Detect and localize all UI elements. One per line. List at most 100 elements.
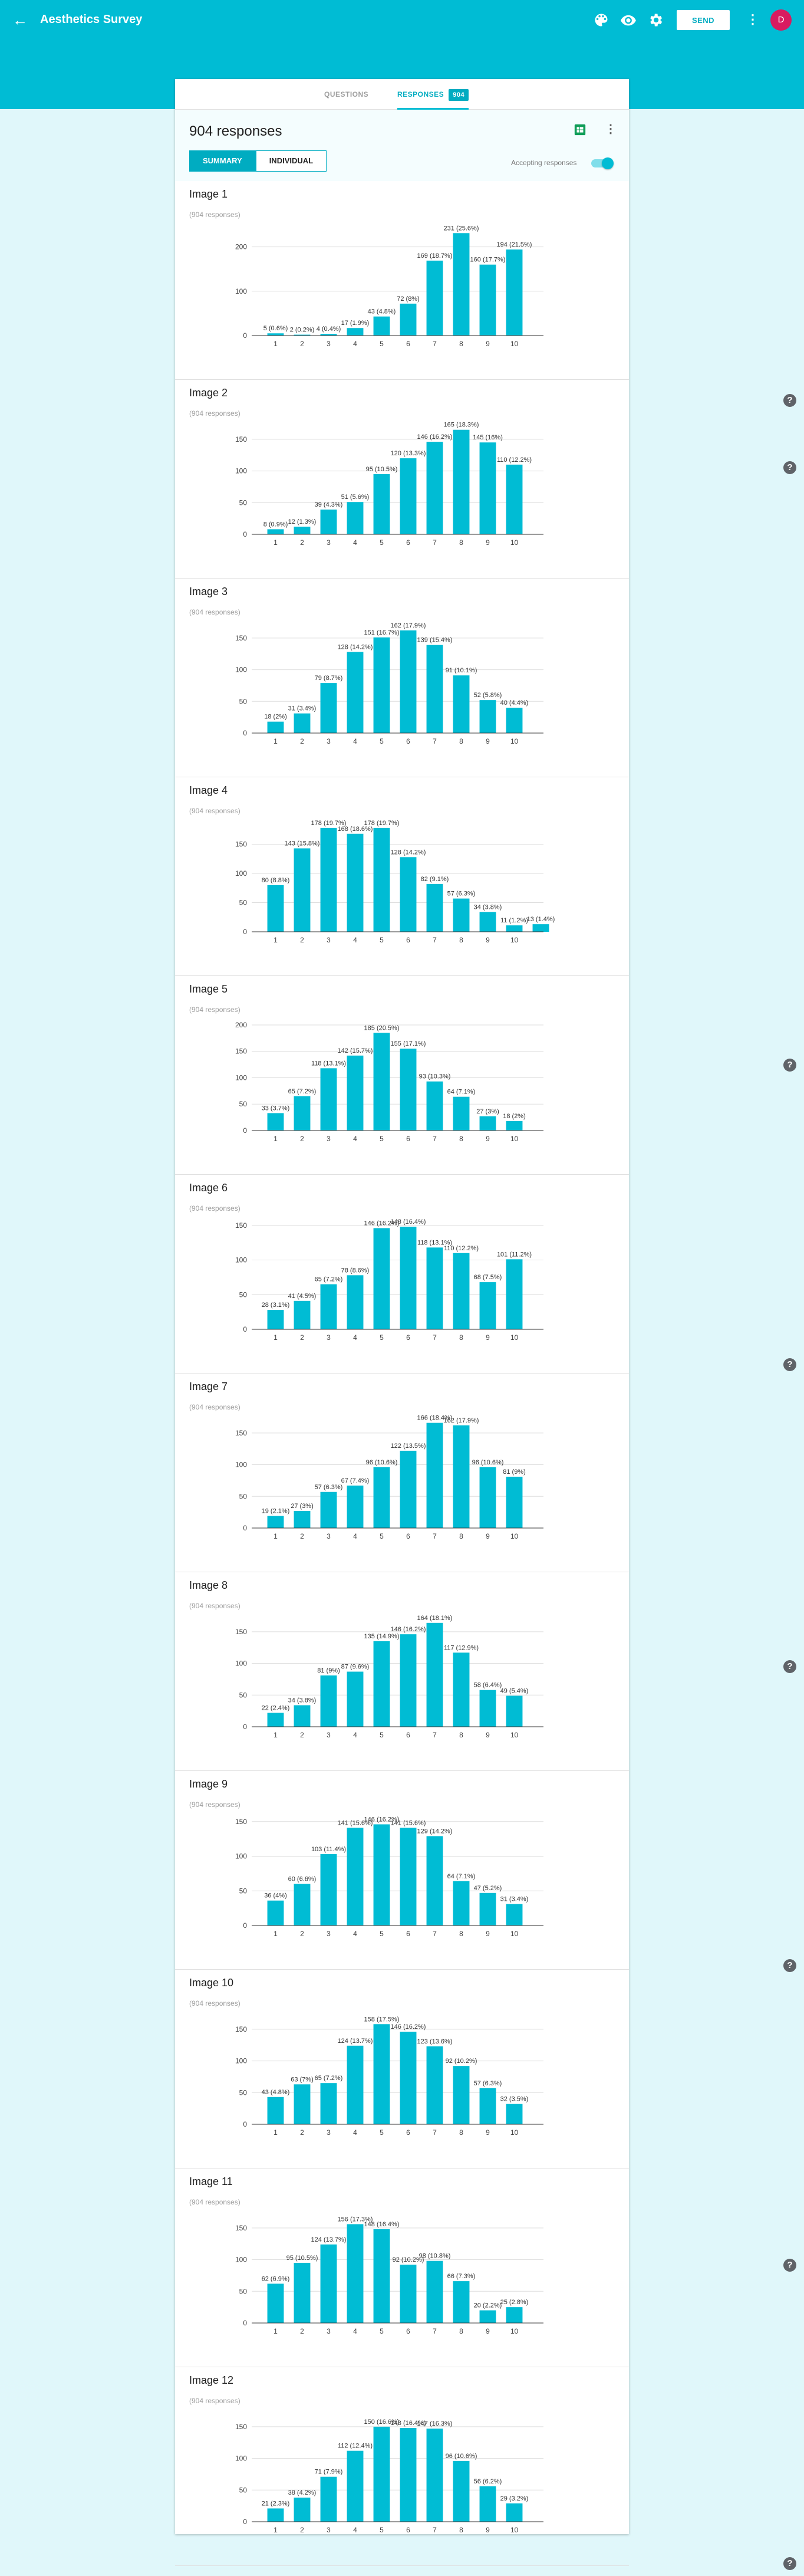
avatar[interactable]: D	[770, 9, 792, 31]
bar[interactable]	[347, 833, 364, 932]
bar[interactable]	[294, 2498, 311, 2522]
bar[interactable]	[373, 1228, 390, 1329]
responses-more-icon[interactable]: ⋮	[605, 123, 617, 136]
bar[interactable]	[426, 442, 443, 534]
bar[interactable]	[347, 328, 364, 336]
bar[interactable]	[320, 2244, 337, 2323]
bar[interactable]	[506, 1476, 523, 1528]
tab-questions[interactable]: QUESTIONS	[324, 90, 369, 98]
help-icon[interactable]: ?	[783, 461, 796, 474]
bar[interactable]	[294, 1705, 311, 1727]
bar[interactable]	[294, 848, 311, 932]
bar[interactable]	[426, 2429, 443, 2522]
gear-icon[interactable]	[647, 12, 664, 28]
bar[interactable]	[400, 630, 417, 733]
bar[interactable]	[373, 1033, 390, 1131]
bar[interactable]	[400, 1450, 417, 1528]
bar[interactable]	[400, 458, 417, 534]
summary-button[interactable]: SUMMARY	[189, 150, 256, 172]
bar[interactable]	[479, 1116, 496, 1131]
bar[interactable]	[506, 464, 523, 534]
bar[interactable]	[347, 1055, 364, 1131]
bar[interactable]	[506, 1904, 523, 1926]
bar[interactable]	[294, 1884, 311, 1926]
bar[interactable]	[267, 2283, 284, 2323]
bar[interactable]	[294, 1096, 311, 1131]
bar[interactable]	[506, 708, 523, 733]
bar[interactable]	[479, 1467, 496, 1528]
bar[interactable]	[506, 1121, 523, 1131]
bar[interactable]	[294, 1510, 311, 1528]
bar[interactable]	[479, 264, 496, 336]
individual-button[interactable]: INDIVIDUAL	[255, 150, 327, 172]
help-icon[interactable]: ?	[783, 1358, 796, 1371]
bar[interactable]	[347, 1671, 364, 1727]
bar[interactable]	[373, 637, 390, 733]
bar[interactable]	[453, 1881, 470, 1926]
bar[interactable]	[400, 303, 417, 336]
bar[interactable]	[347, 1275, 364, 1329]
bar[interactable]	[320, 510, 337, 534]
bar[interactable]	[479, 2310, 496, 2323]
bar[interactable]	[479, 1690, 496, 1727]
bar[interactable]	[453, 233, 470, 336]
bar[interactable]	[320, 1284, 337, 1329]
bar[interactable]	[453, 2281, 470, 2323]
bar[interactable]	[347, 502, 364, 534]
bar[interactable]	[506, 925, 523, 932]
accepting-responses-toggle[interactable]	[591, 157, 614, 169]
bar[interactable]	[426, 883, 443, 932]
bar[interactable]	[294, 334, 311, 336]
bar[interactable]	[400, 1227, 417, 1329]
bar[interactable]	[267, 1900, 284, 1926]
bar[interactable]	[506, 1696, 523, 1727]
bar[interactable]	[426, 260, 443, 336]
help-icon[interactable]: ?	[783, 394, 796, 407]
palette-icon[interactable]	[593, 12, 609, 28]
bar[interactable]	[426, 1836, 443, 1926]
back-arrow-icon[interactable]: ←	[12, 11, 28, 29]
bar[interactable]	[400, 2428, 417, 2522]
bar[interactable]	[426, 2260, 443, 2323]
bar[interactable]	[426, 2046, 443, 2124]
bar[interactable]	[479, 912, 496, 932]
bar[interactable]	[506, 1259, 523, 1329]
bar[interactable]	[400, 2032, 417, 2124]
bar[interactable]	[479, 2486, 496, 2522]
bar[interactable]	[479, 1892, 496, 1926]
bar[interactable]	[320, 2476, 337, 2522]
bar[interactable]	[479, 1282, 496, 1329]
bar[interactable]	[479, 2088, 496, 2124]
bar[interactable]	[267, 721, 284, 733]
help-icon[interactable]: ?	[783, 1059, 796, 1072]
bar[interactable]	[347, 1828, 364, 1926]
bar[interactable]	[320, 827, 337, 932]
more-vert-icon[interactable]: ⋮	[746, 12, 759, 27]
bar[interactable]	[347, 2450, 364, 2522]
bar[interactable]	[453, 898, 470, 932]
bar[interactable]	[267, 885, 284, 932]
bar[interactable]	[400, 1634, 417, 1727]
bar[interactable]	[267, 333, 284, 336]
bar[interactable]	[267, 1113, 284, 1131]
bar[interactable]	[506, 2307, 523, 2323]
bar[interactable]	[320, 2083, 337, 2124]
bar[interactable]	[294, 1300, 311, 1329]
bar[interactable]	[426, 1247, 443, 1329]
bar[interactable]	[373, 1641, 390, 1727]
tab-responses[interactable]: RESPONSES 904	[397, 79, 469, 110]
bar[interactable]	[373, 474, 390, 534]
bar[interactable]	[267, 2097, 284, 2124]
bar[interactable]	[320, 1491, 337, 1528]
bar[interactable]	[267, 2508, 284, 2522]
bar[interactable]	[294, 713, 311, 733]
bar[interactable]	[320, 1675, 337, 1727]
bar[interactable]	[373, 1467, 390, 1528]
bar[interactable]	[532, 924, 549, 932]
bar[interactable]	[400, 1828, 417, 1926]
bar[interactable]	[400, 2265, 417, 2323]
bar[interactable]	[506, 249, 523, 336]
bar[interactable]	[453, 675, 470, 733]
bar[interactable]	[453, 1253, 470, 1329]
bar[interactable]	[373, 2426, 390, 2522]
